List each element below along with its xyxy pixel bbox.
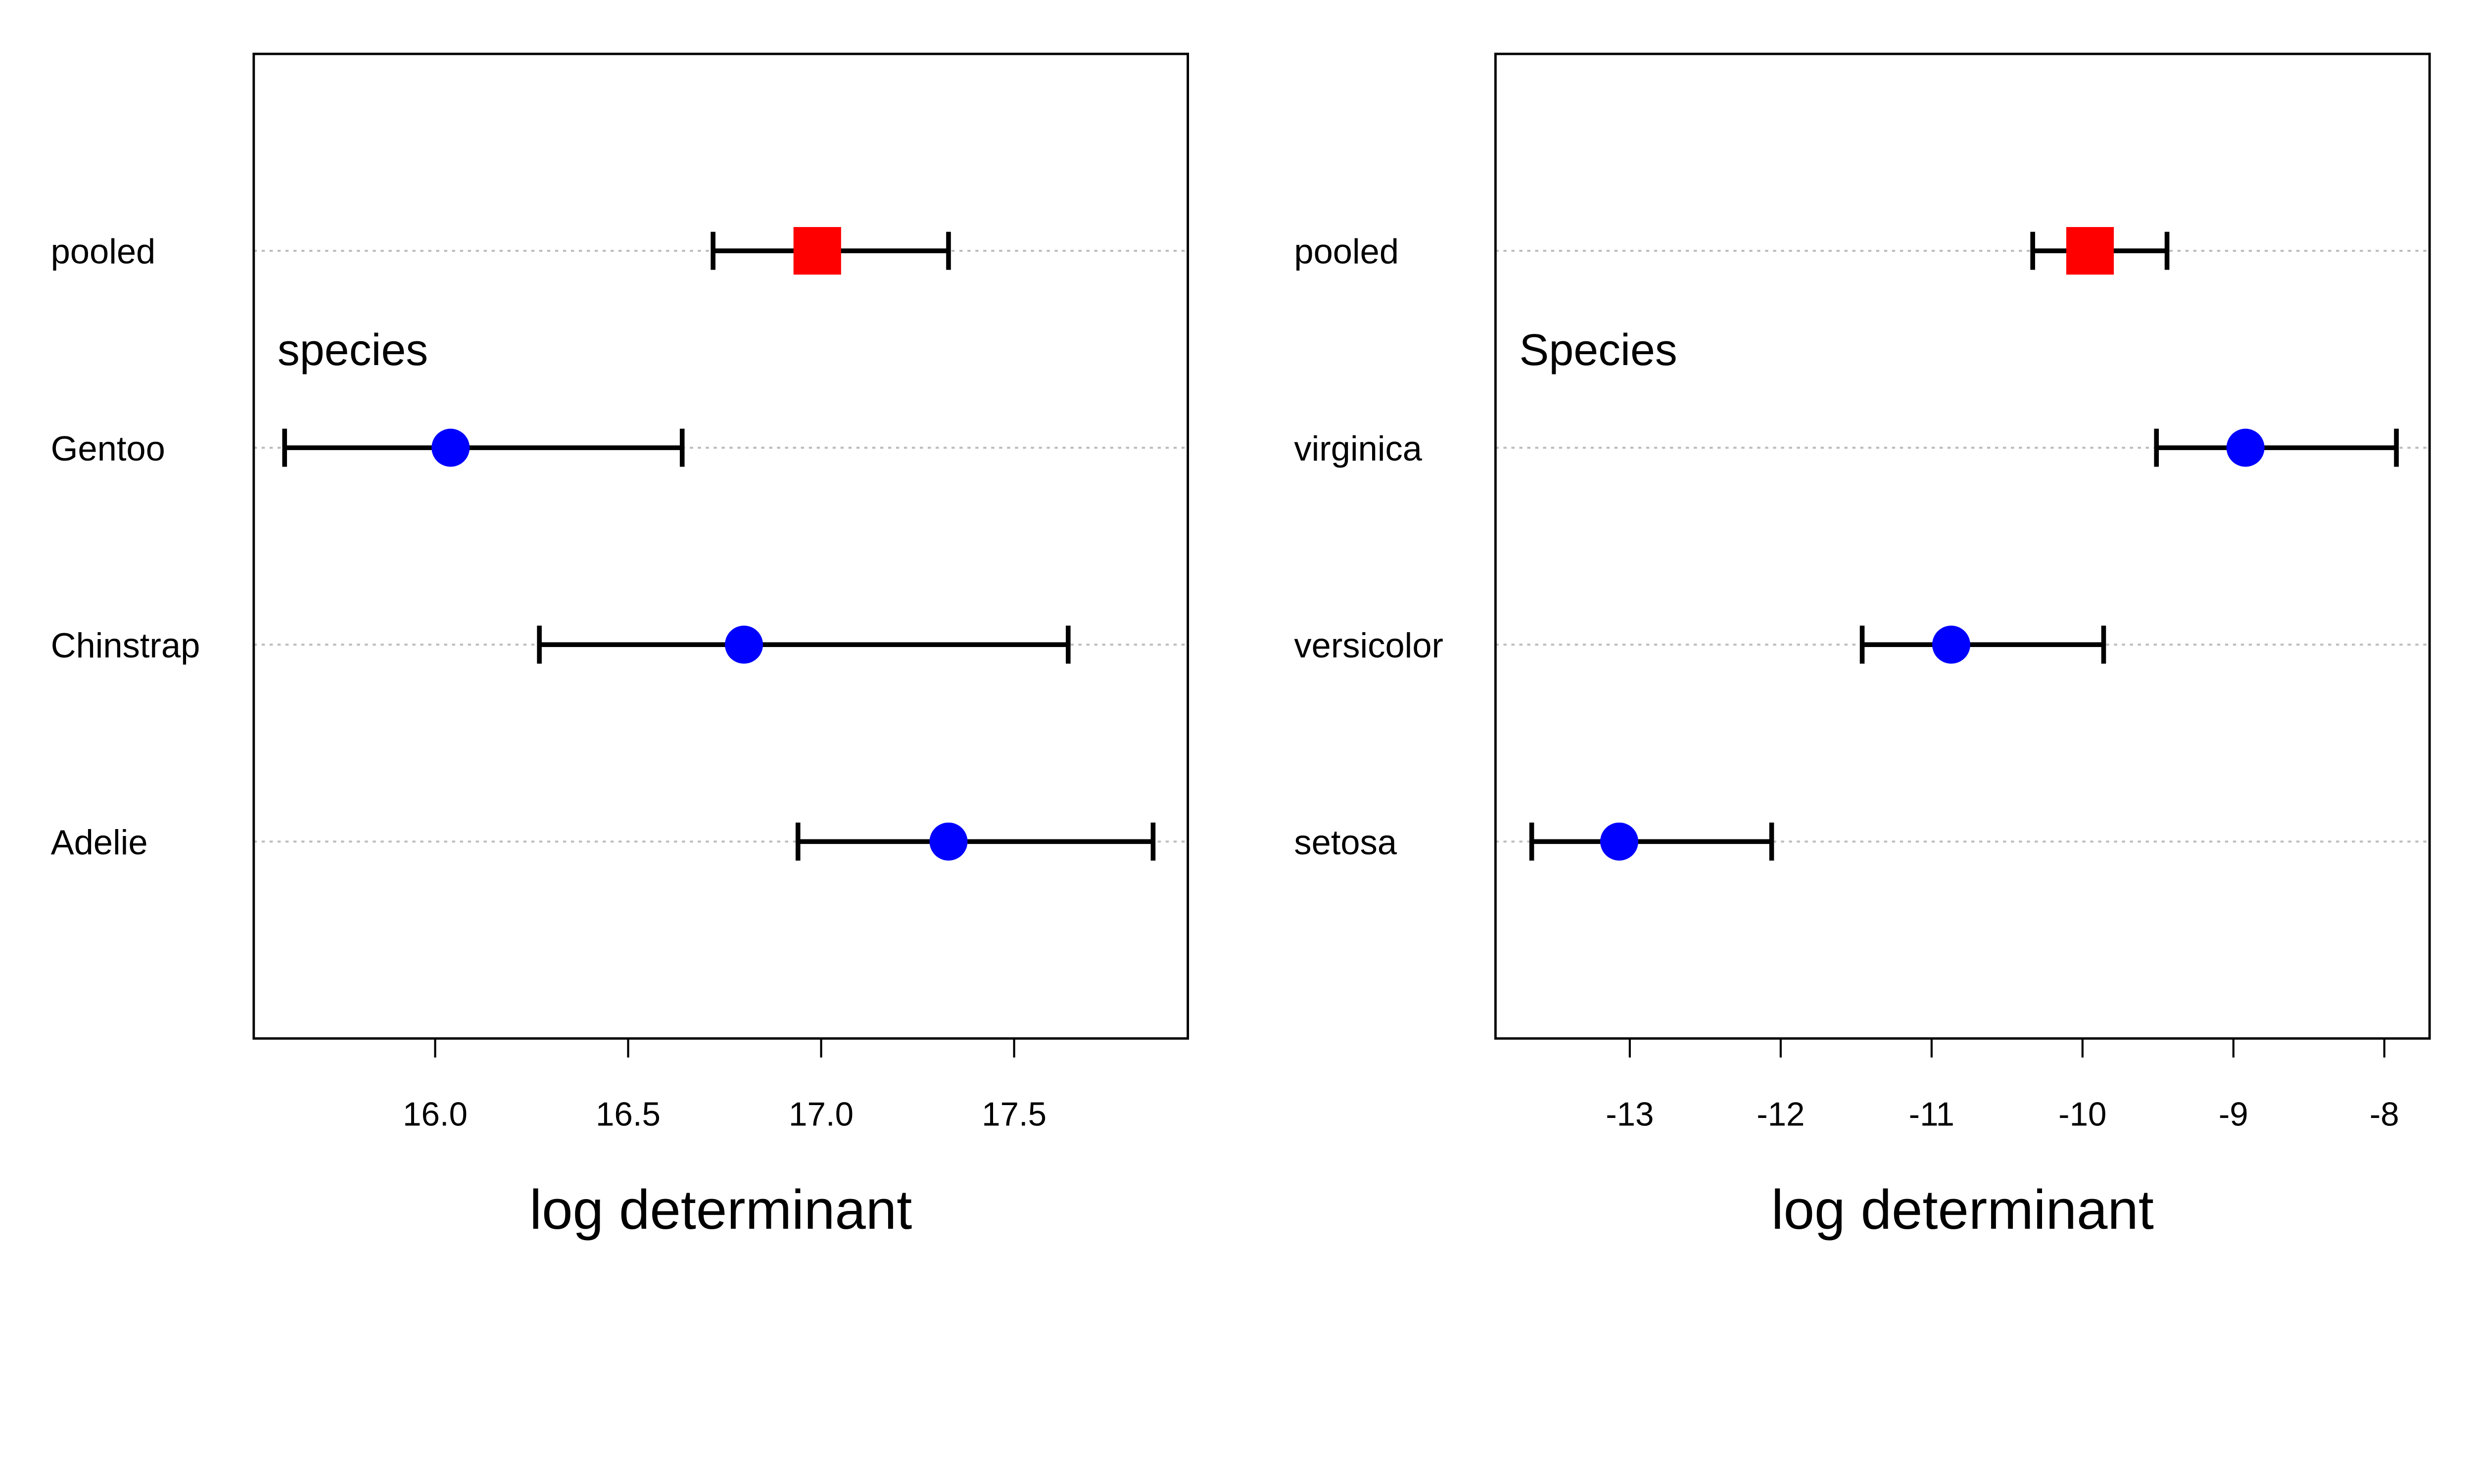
pooled-point	[793, 227, 841, 275]
category-label: virginica	[1294, 429, 1422, 468]
group-label: species	[278, 325, 428, 375]
category-label: Chinstrap	[51, 626, 200, 665]
data-point	[431, 428, 470, 467]
category-label: setosa	[1294, 823, 1397, 862]
plot-frame	[252, 52, 1189, 1040]
x-axis-title: log determinant	[1771, 1178, 2154, 1241]
category-label: pooled	[1294, 232, 1399, 271]
data-point	[2226, 428, 2265, 467]
x-tick-label: -9	[2219, 1096, 2248, 1133]
group-label: Species	[1520, 325, 1677, 375]
x-tick-label: 16.0	[403, 1096, 468, 1133]
chart-figure: Adelie Chinstrap Gentoo pooled species 16.0 16…	[51, 52, 2431, 1241]
x-tick-label: -8	[2370, 1096, 2399, 1133]
x-tick-label: -10	[2058, 1096, 2106, 1133]
x-tick-label: 16.5	[596, 1096, 661, 1133]
data-point	[725, 625, 763, 664]
plot-frame	[1494, 52, 2431, 1040]
data-point	[929, 822, 968, 861]
x-tick-label: 17.0	[789, 1096, 854, 1133]
x-tick-label: -13	[1606, 1096, 1654, 1133]
pooled-point	[2066, 227, 2114, 275]
x-axis-title: log determinant	[529, 1178, 912, 1241]
category-label: Gentoo	[51, 429, 165, 468]
panel-2: setosa versicolor virginica pooled Species -1…	[1294, 52, 2431, 1241]
category-label: Adelie	[51, 823, 148, 862]
category-label: versicolor	[1294, 626, 1443, 665]
x-tick-label: -12	[1757, 1096, 1805, 1133]
data-point	[1932, 625, 1970, 664]
x-tick-label: -11	[1909, 1096, 1954, 1133]
category-label: pooled	[51, 232, 156, 271]
panel-1: Adelie Chinstrap Gentoo pooled species 16.0 16…	[51, 52, 1189, 1241]
data-point	[1600, 822, 1638, 861]
x-tick-label: 17.5	[982, 1096, 1047, 1133]
